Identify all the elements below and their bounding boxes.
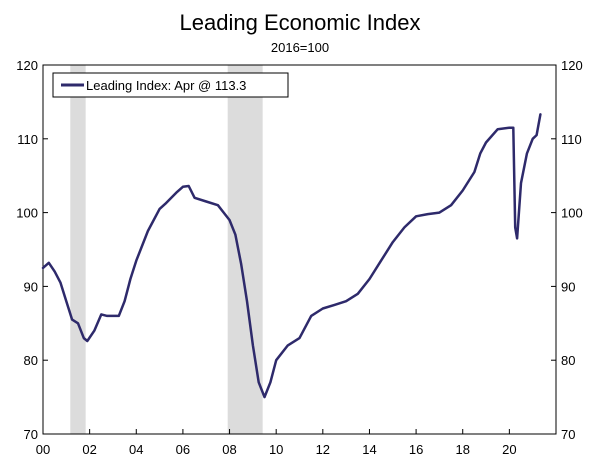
y-tick-label-left: 120 <box>16 58 38 73</box>
chart-subtitle: 2016=100 <box>270 40 330 55</box>
x-tick-label: 12 <box>316 442 330 457</box>
y-tick-label-right: 120 <box>561 58 583 73</box>
x-tick-label: 16 <box>409 442 423 457</box>
x-tick-label: 10 <box>269 442 283 457</box>
y-tick-label-left: 80 <box>24 353 38 368</box>
legend-label: Leading Index: Apr @ 113.3 <box>86 78 246 93</box>
x-tick-label: 00 <box>36 442 50 457</box>
y-tick-label-right: 80 <box>561 353 575 368</box>
recession-band-0 <box>70 65 86 434</box>
y-tick-label-right: 90 <box>561 279 575 294</box>
x-tick-label: 18 <box>455 442 469 457</box>
x-tick-label: 04 <box>129 442 143 457</box>
x-tick-label: 06 <box>176 442 190 457</box>
y-tick-label-left: 110 <box>17 132 38 147</box>
series-line-0 <box>41 113 542 399</box>
y-tick-label-right: 70 <box>561 427 575 442</box>
x-tick-label: 08 <box>222 442 236 457</box>
recession-shading-layer <box>70 65 263 434</box>
axis-ticks: 70 70 80 80 90 90 100 100 110 110 120 120 00 02 04 06 08… <box>16 58 582 457</box>
y-tick-label-right: 110 <box>561 132 582 147</box>
y-tick-label-left: 70 <box>24 427 38 442</box>
chart-title: Leading Economic Index <box>179 10 421 35</box>
x-tick-label: 02 <box>82 442 96 457</box>
series-layer <box>41 113 542 399</box>
plot-frame <box>42 64 557 435</box>
legend-box <box>52 72 289 98</box>
y-tick-label-left: 100 <box>16 206 38 221</box>
y-tick-label-right: 100 <box>561 206 583 221</box>
y-tick-label-left: 90 <box>24 279 38 294</box>
x-tick-label: 14 <box>362 442 376 457</box>
legend: Leading Index: Apr @ 113.3 <box>52 72 289 98</box>
x-tick-label: 20 <box>502 442 516 457</box>
